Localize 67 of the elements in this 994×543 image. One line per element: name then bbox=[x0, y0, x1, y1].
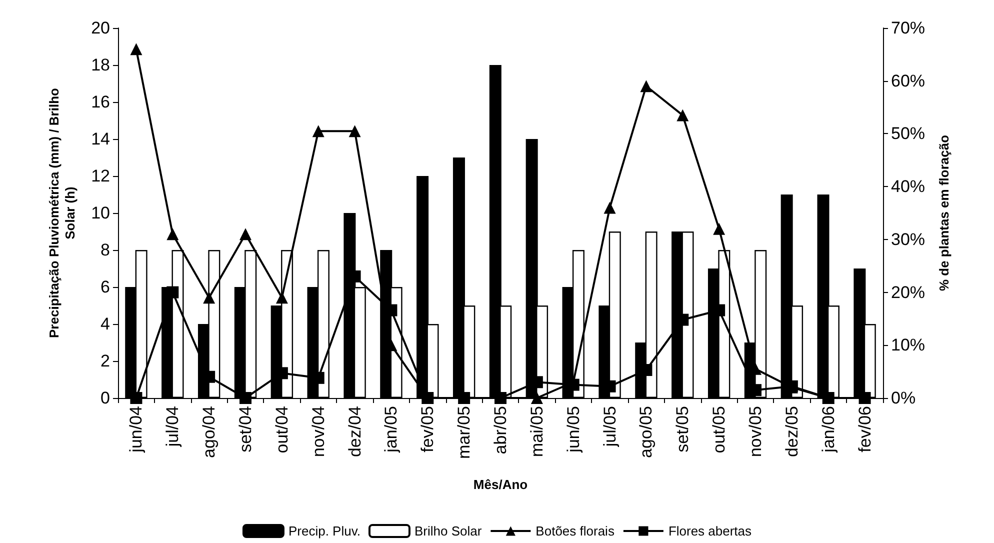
y2-tick-label: 70% bbox=[891, 18, 926, 38]
y-tick-label: 12 bbox=[91, 166, 110, 186]
y-axis-title: Precipitação Pluviométrica (mm) / Brilho Solar (h) bbox=[46, 88, 78, 338]
y-tick-label: 4 bbox=[100, 314, 110, 334]
point bbox=[640, 80, 652, 92]
x-tick-label: jan/06 bbox=[818, 406, 838, 454]
y2-tick-label: 60% bbox=[891, 71, 926, 90]
point bbox=[166, 286, 179, 298]
point bbox=[166, 228, 179, 240]
x-tick-label: set/05 bbox=[673, 406, 692, 452]
point bbox=[312, 125, 324, 138]
point bbox=[240, 392, 252, 404]
x-tick-label: dez/04 bbox=[345, 406, 364, 458]
x-tick-label: abr/05 bbox=[491, 406, 510, 454]
x-tick-label: jun/05 bbox=[564, 406, 583, 454]
legend-label: Botões florais bbox=[536, 524, 615, 538]
x-axis-title: Mês/Ano bbox=[473, 477, 528, 492]
y-tick-label: 6 bbox=[100, 278, 110, 296]
x-tick-label: jun/04 bbox=[126, 406, 146, 454]
x-tick-label: mai/05 bbox=[527, 406, 546, 458]
point bbox=[422, 392, 434, 404]
x-tick-label: jul/05 bbox=[600, 406, 620, 448]
point bbox=[240, 228, 252, 240]
x-tick-label: fev/06 bbox=[855, 406, 874, 452]
y2-tick-label: 40% bbox=[891, 177, 926, 196]
y2-axis-title: % de plantas em floração bbox=[936, 134, 952, 292]
x-tick-label: jul/04 bbox=[163, 406, 182, 448]
y-tick-label: 10 bbox=[91, 204, 110, 222]
point bbox=[494, 392, 506, 404]
y-tick-label: 16 bbox=[91, 92, 110, 112]
point bbox=[130, 392, 142, 404]
point bbox=[458, 392, 470, 404]
x-tick-label: set/04 bbox=[236, 406, 255, 452]
y-tick-label: 14 bbox=[91, 130, 110, 148]
x-tick-label: jan/05 bbox=[382, 406, 401, 454]
x-tick-label: fev/05 bbox=[418, 406, 438, 452]
legend-label: Brilho Solar bbox=[414, 524, 482, 538]
y-tick-label: 0 bbox=[100, 388, 110, 408]
x-tick-label: mar/05 bbox=[454, 406, 474, 459]
y-tick-label: 8 bbox=[100, 240, 110, 260]
legend-label: Precip. Pluv. bbox=[288, 524, 360, 538]
point bbox=[858, 392, 871, 404]
point bbox=[604, 202, 616, 214]
point bbox=[822, 392, 834, 404]
y2-tick-label: 20% bbox=[891, 282, 926, 302]
y-tick-label: 20 bbox=[91, 18, 110, 38]
x-tick-label: nov/05 bbox=[746, 406, 765, 458]
y-tick-label: 18 bbox=[91, 56, 110, 74]
y2-tick-label: 30% bbox=[891, 230, 926, 249]
x-tick-label: out/05 bbox=[710, 406, 729, 454]
y2-tick-label: 50% bbox=[891, 124, 926, 144]
y-tick-label: 2 bbox=[100, 352, 110, 370]
point bbox=[276, 292, 288, 304]
point bbox=[676, 109, 689, 122]
x-tick-label: dez/05 bbox=[782, 406, 802, 458]
y2-tick-label: 10% bbox=[891, 336, 926, 355]
x-tick-label: ago/04 bbox=[200, 406, 219, 458]
legend-label: Flores abertas bbox=[668, 524, 752, 538]
x-tick-label: nov/04 bbox=[308, 406, 328, 458]
point bbox=[530, 392, 543, 404]
point bbox=[130, 43, 142, 56]
y2-tick-label: 0% bbox=[891, 388, 916, 408]
point bbox=[203, 292, 216, 304]
x-tick-label: out/04 bbox=[272, 406, 292, 454]
point bbox=[713, 222, 726, 235]
x-tick-label: ago/05 bbox=[636, 406, 656, 458]
point bbox=[348, 125, 361, 138]
